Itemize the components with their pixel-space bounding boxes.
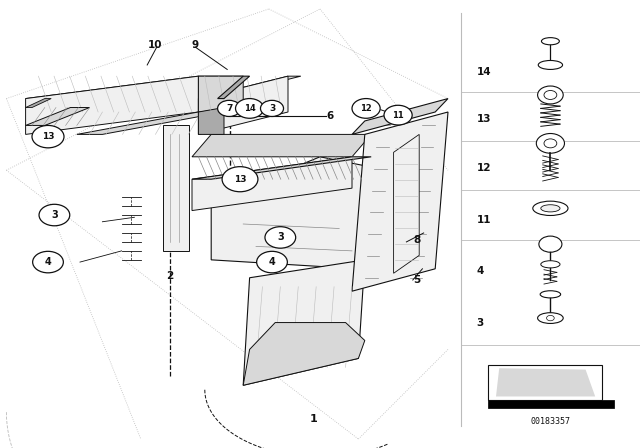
Circle shape — [547, 315, 554, 321]
Polygon shape — [198, 76, 288, 134]
Polygon shape — [394, 134, 419, 273]
Text: 3: 3 — [477, 318, 484, 327]
Polygon shape — [192, 157, 352, 211]
Ellipse shape — [540, 291, 561, 298]
Ellipse shape — [538, 60, 563, 69]
Ellipse shape — [541, 205, 560, 212]
Polygon shape — [26, 76, 243, 99]
Polygon shape — [192, 157, 371, 179]
Polygon shape — [26, 76, 198, 134]
Polygon shape — [218, 76, 250, 99]
Circle shape — [218, 100, 241, 116]
Circle shape — [236, 99, 264, 118]
Polygon shape — [352, 99, 448, 134]
Text: 1: 1 — [310, 414, 317, 424]
Text: 11: 11 — [477, 215, 492, 224]
Polygon shape — [77, 112, 224, 134]
Text: 00183357: 00183357 — [531, 417, 570, 426]
Circle shape — [539, 236, 562, 252]
Text: 12: 12 — [360, 104, 372, 113]
Polygon shape — [243, 323, 365, 385]
Polygon shape — [198, 76, 243, 112]
Text: 12: 12 — [477, 163, 492, 173]
Polygon shape — [26, 99, 51, 108]
Text: 7: 7 — [226, 104, 232, 113]
Polygon shape — [163, 125, 189, 251]
Circle shape — [265, 227, 296, 248]
Circle shape — [352, 99, 380, 118]
Text: 14: 14 — [477, 67, 492, 77]
Circle shape — [384, 105, 412, 125]
Circle shape — [536, 134, 564, 153]
Ellipse shape — [532, 201, 568, 215]
Text: 5: 5 — [413, 275, 421, 285]
Polygon shape — [352, 112, 448, 291]
Polygon shape — [211, 157, 390, 269]
Text: 13: 13 — [234, 175, 246, 184]
Circle shape — [260, 100, 284, 116]
Circle shape — [33, 251, 63, 273]
Text: 13: 13 — [477, 114, 492, 124]
Circle shape — [544, 139, 557, 148]
Circle shape — [544, 90, 557, 99]
Polygon shape — [26, 108, 90, 125]
Ellipse shape — [538, 313, 563, 323]
Ellipse shape — [541, 38, 559, 45]
Circle shape — [538, 86, 563, 104]
Circle shape — [32, 125, 64, 148]
Text: 8: 8 — [413, 235, 421, 245]
Polygon shape — [198, 76, 301, 99]
Ellipse shape — [541, 261, 560, 268]
Bar — [488, 400, 614, 408]
Polygon shape — [488, 365, 602, 400]
Polygon shape — [198, 108, 224, 134]
Text: 2: 2 — [166, 271, 173, 280]
Text: 3: 3 — [51, 210, 58, 220]
Text: 10: 10 — [148, 40, 162, 50]
Text: 3: 3 — [269, 104, 275, 113]
Text: 3: 3 — [277, 233, 284, 242]
Text: 6: 6 — [326, 112, 333, 121]
Polygon shape — [496, 368, 595, 396]
Text: 14: 14 — [244, 104, 255, 113]
Polygon shape — [192, 134, 371, 157]
Text: 4: 4 — [477, 266, 484, 276]
Text: 4: 4 — [269, 257, 275, 267]
Text: 11: 11 — [392, 111, 404, 120]
Circle shape — [39, 204, 70, 226]
Circle shape — [222, 167, 258, 192]
Circle shape — [257, 251, 287, 273]
Text: 13: 13 — [42, 132, 54, 141]
Text: 9: 9 — [191, 40, 199, 50]
Polygon shape — [243, 260, 365, 385]
Text: 4: 4 — [45, 257, 51, 267]
